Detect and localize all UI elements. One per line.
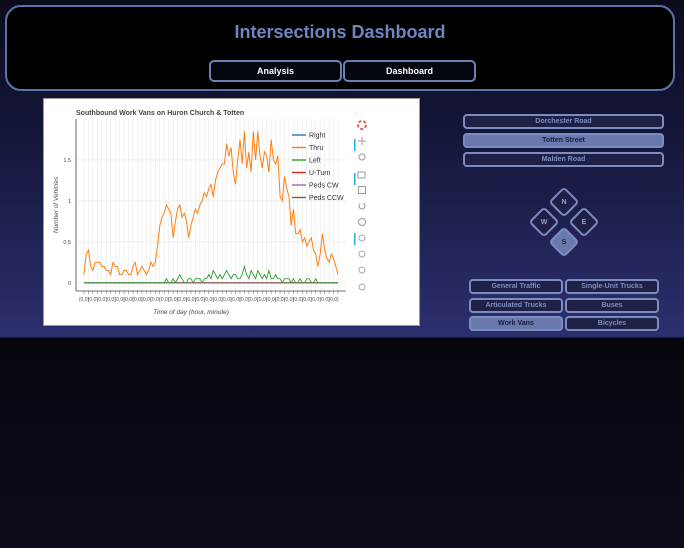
chart-title: Southbound Work Vans on Huron Church & T…	[76, 110, 244, 117]
dashboard-nav-button[interactable]: Dashboard	[343, 60, 476, 82]
y-tick-label: 1	[68, 199, 71, 205]
x-tick-label: (0,0)	[328, 297, 339, 303]
legend-label: Thru	[309, 145, 324, 152]
y-tick-label: 0	[68, 281, 71, 287]
chart-panel: Southbound Work Vans on Huron Church & T…	[43, 98, 420, 326]
x-tick-label: (0,0)	[204, 297, 215, 303]
y-tick-label: 1.5	[63, 158, 71, 164]
direction-west-button[interactable]	[528, 206, 560, 238]
x-tick-label: (0,0)	[284, 297, 295, 303]
x-tick-label: (0,0)	[293, 297, 304, 303]
x-tick-label: (0,0)	[275, 297, 286, 303]
x-tick-label: (0,0)	[106, 297, 117, 303]
x-tick-label: (0,0)	[257, 297, 268, 303]
x-tick-label: (0,0)	[186, 297, 197, 303]
x-tick-label: (0,0)	[123, 297, 134, 303]
direction-south-button[interactable]	[548, 226, 580, 258]
x-tick-label: (0,0)	[248, 297, 259, 303]
direction-north-button[interactable]	[548, 186, 580, 218]
direction-east-button[interactable]	[568, 206, 600, 238]
x-tick-label: (0,0)	[159, 297, 170, 303]
reset-icon	[358, 202, 366, 210]
series-line-thru	[83, 131, 339, 277]
y-tick-label: 0.5	[63, 240, 71, 246]
series-line-left	[84, 264, 338, 284]
x-tick-label: (0,0)	[195, 297, 206, 303]
road-button-malden[interactable]: Malden Road	[463, 152, 664, 167]
x-axis-label: Time of day (hour, minute)	[153, 309, 229, 316]
active-tool-indicator	[354, 139, 356, 151]
legend-label: U-Turn	[309, 170, 331, 177]
vehicle-buses-button[interactable]: Buses	[565, 298, 659, 313]
pan-icon	[358, 137, 366, 145]
bokeh-logo-icon	[357, 120, 367, 130]
line-chart: Southbound Work Vans on Huron Church & T…	[53, 110, 367, 316]
x-tick-label: (0,0)	[97, 297, 108, 303]
x-tick-label: (0,0)	[311, 297, 322, 303]
x-tick-label: (0,0)	[88, 297, 99, 303]
x-tick-label: (0,0)	[150, 297, 161, 303]
x-tick-label: (0,0)	[115, 297, 126, 303]
x-tick-label: (0,0)	[132, 297, 143, 303]
legend-label: Peds CW	[309, 183, 339, 190]
x-tick-label: (0,0)	[79, 297, 90, 303]
active-tool-indicator	[354, 233, 356, 245]
hover-icon	[358, 234, 366, 242]
y-axis-label: Number of Vehicles	[53, 176, 60, 233]
x-tick-label: (0,0)	[230, 297, 241, 303]
road-button-dorchester[interactable]: Dorchester Road	[463, 114, 664, 129]
x-tick-label: (0,0)	[319, 297, 330, 303]
x-tick-label: (0,0)	[141, 297, 152, 303]
hover-icon	[358, 250, 366, 258]
legend-label: Peds CCW	[309, 195, 344, 202]
wheel-zoom-icon	[357, 171, 366, 179]
active-tool-indicator	[354, 173, 356, 185]
vehicle-work-vans-button[interactable]: Work Vans	[469, 316, 563, 331]
x-tick-label: (0,0)	[168, 297, 179, 303]
legend-label: Left	[309, 158, 321, 165]
x-tick-label: (0,0)	[266, 297, 277, 303]
help-icon	[358, 218, 366, 226]
page-title: Intersections Dashboard	[234, 22, 446, 42]
legend-label: Right	[309, 133, 325, 140]
vehicle-single-unit-trucks-button[interactable]: Single-Unit Trucks	[565, 279, 659, 294]
vehicle-general-traffic-button[interactable]: General Traffic	[469, 279, 563, 294]
hover-icon	[358, 283, 366, 291]
box-zoom-icon	[358, 153, 366, 161]
vehicle-articulated-trucks-button[interactable]: Articulated Trucks	[469, 298, 563, 313]
x-tick-label: (0,0)	[239, 297, 250, 303]
road-button-totten[interactable]: Totten Street	[463, 133, 664, 148]
header-panel: Intersections Dashboard Analysis Dashboa…	[5, 5, 675, 91]
save-icon	[358, 186, 366, 194]
x-tick-label: (0,0)	[177, 297, 188, 303]
analysis-nav-button[interactable]: Analysis	[209, 60, 342, 82]
x-tick-label: (0,0)	[302, 297, 313, 303]
vehicle-bicycles-button[interactable]: Bicycles	[565, 316, 659, 331]
hover-icon	[358, 266, 366, 274]
x-tick-label: (0,0)	[213, 297, 224, 303]
x-tick-label: (0,0)	[221, 297, 232, 303]
